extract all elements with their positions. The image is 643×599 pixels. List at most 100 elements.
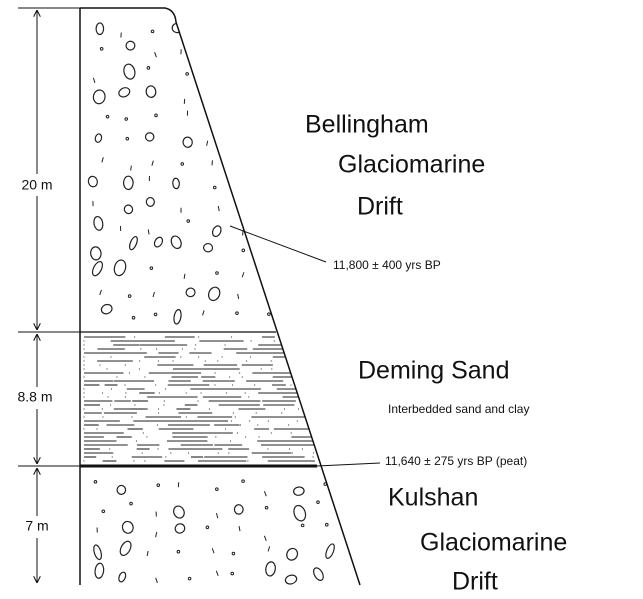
sand-dot [327, 420, 329, 422]
grain [153, 312, 158, 317]
sand-dot [83, 416, 85, 418]
sand-dot [111, 452, 114, 454]
grain [99, 47, 104, 51]
leader-line [229, 225, 327, 263]
sand-dot [157, 448, 159, 450]
sand-dot [296, 364, 298, 366]
thickness-label: 20 m [21, 177, 52, 193]
sand-dot [198, 420, 200, 422]
pebble [153, 236, 164, 248]
pebble [319, 173, 333, 188]
grain [235, 311, 239, 315]
sand-dot [258, 436, 260, 438]
sand-dot [217, 360, 219, 362]
sand-dot [290, 432, 292, 434]
sand-dot [95, 400, 97, 402]
pebble [230, 45, 241, 61]
pebble [205, 15, 219, 33]
grain [264, 505, 269, 510]
unit-name: Glaciomarine [338, 151, 485, 179]
sand-dot [158, 392, 160, 394]
sand-dot [102, 336, 104, 338]
grain [101, 157, 104, 163]
grain [127, 294, 132, 298]
sand-dot [267, 420, 269, 422]
pebble [350, 179, 360, 190]
pebble [202, 242, 214, 253]
pebble [317, 151, 326, 163]
sand-dot [198, 336, 200, 338]
pebble [284, 574, 298, 585]
grain [180, 162, 185, 166]
sand-dot [326, 428, 328, 430]
grain [262, 22, 267, 26]
pebble [316, 41, 327, 56]
sand-dot [307, 436, 309, 438]
pebble [337, 500, 352, 516]
grain [154, 113, 158, 118]
sand-dot [222, 432, 224, 434]
sand-dot [110, 404, 112, 406]
sand-dot [270, 364, 272, 366]
grain [156, 483, 161, 487]
sand-dot [288, 448, 291, 450]
sand-dot [96, 380, 99, 382]
grain [154, 52, 157, 58]
sand-dot [323, 452, 325, 454]
sand-dot [214, 384, 216, 386]
sand-dot [124, 364, 126, 366]
grain [150, 29, 155, 34]
sand-dot [297, 360, 300, 362]
sand-dot [229, 376, 231, 378]
sand-dot [157, 408, 160, 410]
sand-dot [229, 440, 232, 442]
grain [125, 136, 130, 141]
pebble [311, 68, 321, 79]
pebble [145, 196, 155, 207]
sand-dot [172, 360, 174, 362]
sand-dot [236, 432, 239, 434]
sand-dot [83, 340, 85, 342]
sand-dot [271, 368, 273, 370]
pebble [93, 215, 104, 231]
sand-dot [101, 392, 104, 394]
sand-dot [110, 356, 112, 358]
sand-dot [185, 384, 187, 386]
grain [241, 272, 245, 278]
grain [264, 110, 269, 115]
pebble [172, 177, 180, 190]
sand-dot [221, 356, 223, 358]
sand-dot [312, 456, 314, 458]
sand-dot [295, 348, 297, 350]
grain [348, 64, 353, 68]
sand-dot [274, 400, 276, 402]
pebble [287, 63, 300, 75]
sand-dot [270, 360, 272, 362]
grain [231, 551, 236, 556]
sand-dot [291, 452, 293, 454]
grain [241, 479, 245, 483]
grain [353, 530, 357, 535]
pebble [90, 246, 102, 261]
sand-dot [146, 436, 148, 438]
sand-dot [97, 420, 99, 422]
sand-dot [134, 336, 136, 338]
sand-dot [315, 432, 317, 434]
grain [149, 266, 154, 270]
pebble [94, 133, 103, 143]
unit-name: Glaciomarine [420, 529, 567, 557]
sand-dot [135, 440, 138, 442]
pebble [170, 235, 182, 250]
sand-dot [139, 388, 141, 390]
sand-dot [315, 424, 317, 426]
grain [265, 97, 270, 102]
sand-dot [317, 444, 320, 446]
sand-dot [130, 436, 132, 438]
pebble [91, 260, 104, 277]
grain [215, 570, 219, 576]
sand-dot [140, 380, 142, 382]
grain [206, 140, 209, 146]
sand-dot [328, 356, 330, 358]
sand-dot [245, 360, 247, 362]
pebble [121, 520, 134, 534]
